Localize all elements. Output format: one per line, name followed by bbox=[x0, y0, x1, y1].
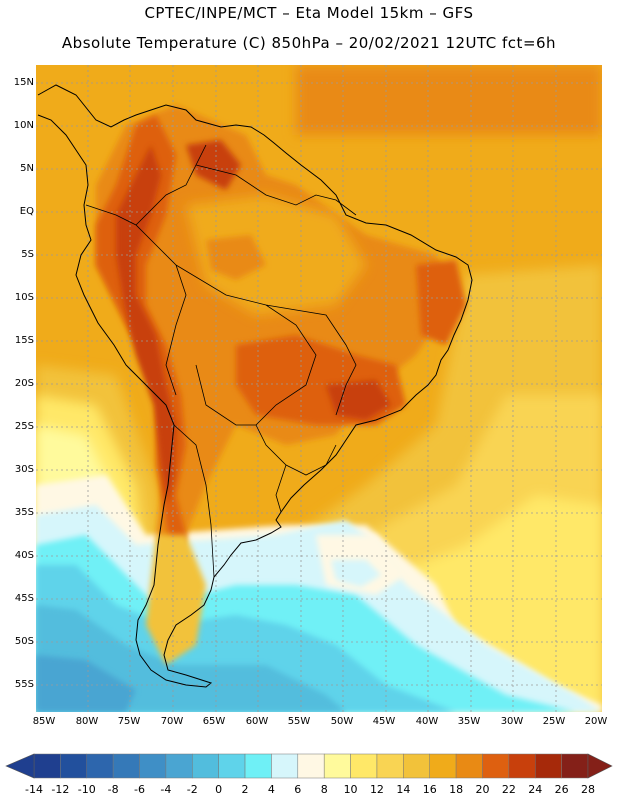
colorbar-swatch bbox=[376, 753, 404, 779]
colorbar-label: -2 bbox=[186, 783, 198, 796]
lon-label: 60W bbox=[245, 716, 269, 727]
lat-label: 55S bbox=[14, 679, 34, 690]
lon-label: 70W bbox=[160, 716, 184, 727]
colorbar-swatch bbox=[112, 753, 140, 779]
colorbar-swatch bbox=[455, 753, 483, 779]
colorbar bbox=[5, 753, 613, 779]
colorbar-swatch bbox=[244, 753, 272, 779]
field-land-18 bbox=[96, 105, 456, 565]
lon-label: 45W bbox=[372, 716, 396, 727]
lat-label: 50S bbox=[14, 636, 34, 647]
colorbar-swatch bbox=[271, 753, 299, 779]
colorbar-swatch bbox=[323, 753, 351, 779]
colorbar-swatch bbox=[33, 753, 61, 779]
colorbar-swatch bbox=[561, 753, 589, 779]
colorbar-swatch bbox=[60, 753, 88, 779]
colorbar-swatch bbox=[218, 753, 246, 779]
lat-label: 10N bbox=[13, 120, 34, 131]
colorbar-arrow-low bbox=[5, 753, 35, 779]
lon-label: 65W bbox=[202, 716, 226, 727]
title-line-1: CPTEC/INPE/MCT – Eta Model 15km – GFS bbox=[144, 4, 474, 22]
colorbar-label: -10 bbox=[77, 783, 96, 796]
lat-label: EQ bbox=[19, 206, 34, 217]
title-line-2: Absolute Temperature (C) 850hPa – 20/02/… bbox=[61, 34, 557, 52]
lon-label: 80W bbox=[75, 716, 99, 727]
lat-label: 15S bbox=[14, 335, 34, 346]
colorbar-label: 10 bbox=[343, 783, 358, 796]
lon-label: 40W bbox=[415, 716, 439, 727]
colorbar-label: 18 bbox=[449, 783, 464, 796]
colorbar-swatch bbox=[139, 753, 167, 779]
lon-label: 35W bbox=[457, 716, 481, 727]
colorbar-swatch bbox=[482, 753, 510, 779]
colorbar-label: -4 bbox=[160, 783, 172, 796]
lat-label: 40S bbox=[14, 550, 34, 561]
colorbar-label: -12 bbox=[51, 783, 70, 796]
colorbar-swatch bbox=[350, 753, 378, 779]
graticule bbox=[36, 65, 602, 712]
colorbar-label: -8 bbox=[107, 783, 119, 796]
field-eddy-core bbox=[331, 560, 381, 587]
field-patagonia bbox=[146, 535, 206, 665]
colorbar-label: 20 bbox=[475, 783, 490, 796]
field-amazon-spot bbox=[206, 235, 266, 280]
lon-label: 50W bbox=[330, 716, 354, 727]
colorbar-swatch bbox=[429, 753, 457, 779]
lat-label: 20S bbox=[14, 378, 34, 389]
colorbar-swatch bbox=[297, 753, 325, 779]
colorbar-label: 16 bbox=[422, 783, 437, 796]
colorbar-swatch bbox=[192, 753, 219, 779]
colorbar-label: 8 bbox=[320, 783, 328, 796]
colorbar-label: 6 bbox=[294, 783, 302, 796]
colorbar-label: -14 bbox=[25, 783, 43, 796]
field-andes-22 bbox=[116, 145, 176, 505]
colorbar-label: 12 bbox=[369, 783, 384, 796]
lat-label: 15N bbox=[13, 77, 34, 88]
colorbar-label: 0 bbox=[215, 783, 223, 796]
country-borders bbox=[85, 144, 357, 578]
colorbar-label: 26 bbox=[554, 783, 569, 796]
colorbar-label: 22 bbox=[501, 783, 516, 796]
colorbar-arrow-high bbox=[587, 753, 613, 779]
lon-label: 85W bbox=[32, 716, 56, 727]
lat-label: 30S bbox=[14, 464, 34, 475]
field-cold-minus4 bbox=[36, 655, 136, 712]
lat-label: 25S bbox=[14, 421, 34, 432]
lat-label: 5N bbox=[20, 163, 34, 174]
field-ne-brazil-20 bbox=[416, 260, 466, 345]
colorbar-swatch bbox=[86, 753, 114, 779]
lon-label: 30W bbox=[500, 716, 524, 727]
colorbar-label: 24 bbox=[528, 783, 543, 796]
lat-label: 35S bbox=[14, 507, 34, 518]
colorbar-swatch bbox=[508, 753, 536, 779]
colorbar-label: 4 bbox=[267, 783, 275, 796]
temperature-map bbox=[36, 65, 602, 712]
colorbar-label: 28 bbox=[581, 783, 595, 796]
colorbar-swatch bbox=[534, 753, 562, 779]
lon-label: 20W bbox=[584, 716, 608, 727]
field-brazil-se-22 bbox=[326, 380, 391, 420]
colorbar-label: 2 bbox=[241, 783, 249, 796]
field-north-ocean bbox=[296, 65, 602, 135]
lat-label: 45S bbox=[14, 593, 34, 604]
lat-label: 10S bbox=[14, 292, 34, 303]
lon-label: 55W bbox=[287, 716, 311, 727]
colorbar-swatch bbox=[403, 753, 430, 779]
field-venezuela-22 bbox=[186, 140, 241, 190]
lon-label: 75W bbox=[117, 716, 141, 727]
lat-label: 5S bbox=[21, 249, 34, 260]
colorbar-swatch bbox=[165, 753, 193, 779]
lon-label: 25W bbox=[542, 716, 566, 727]
colorbar-label: -6 bbox=[134, 783, 145, 796]
colorbar-label: 14 bbox=[396, 783, 411, 796]
south-america-coastline bbox=[37, 84, 473, 688]
